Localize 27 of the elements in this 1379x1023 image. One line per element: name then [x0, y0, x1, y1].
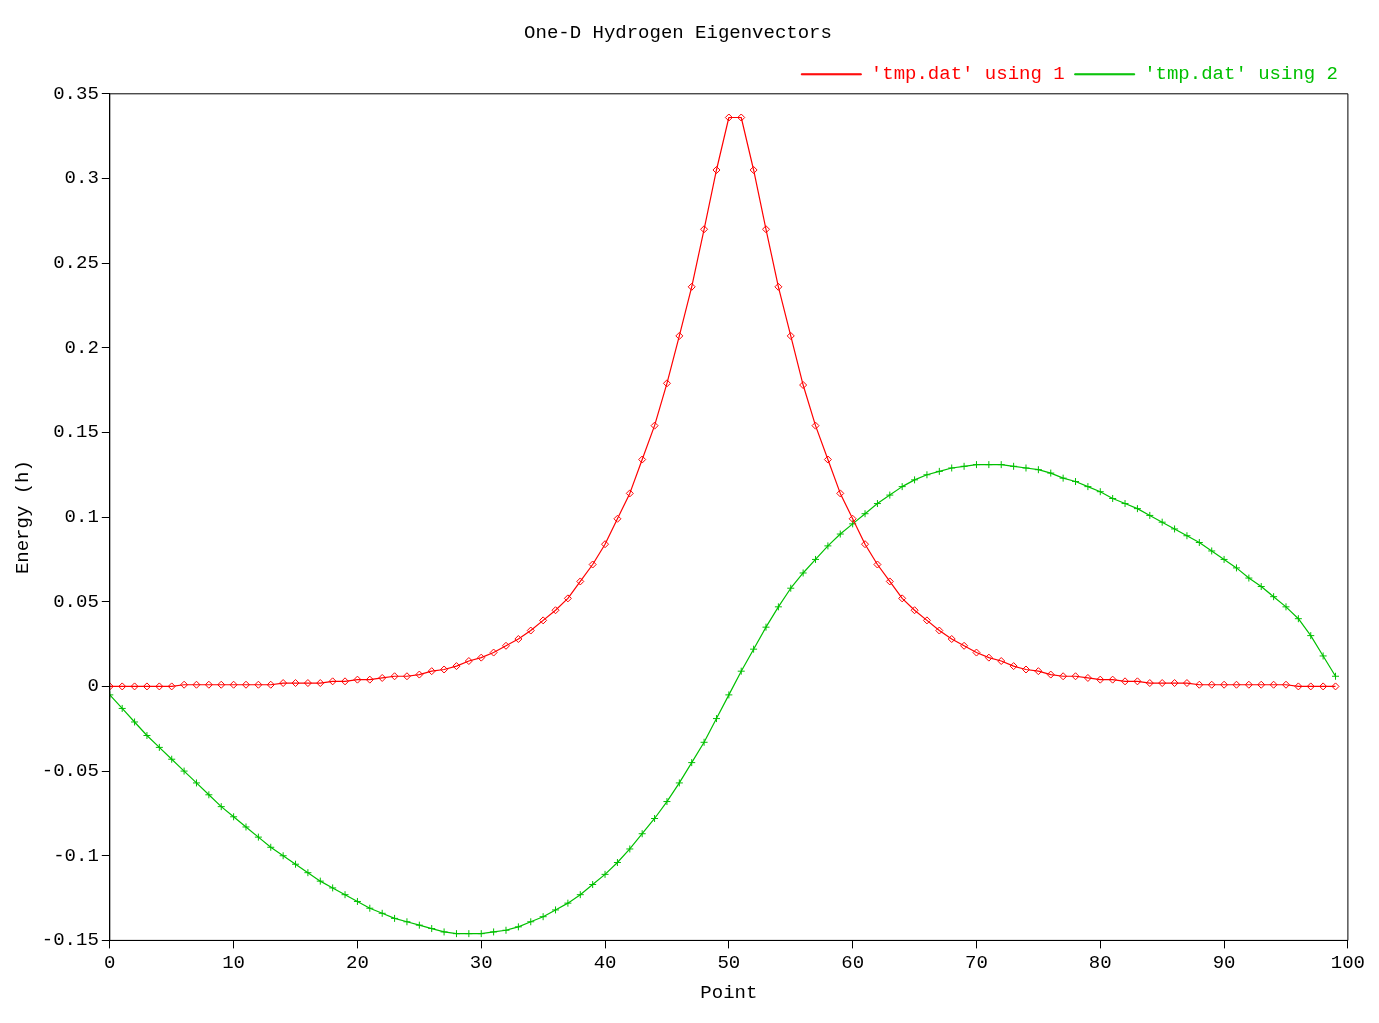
- x-tick-label: 10: [222, 951, 246, 974]
- x-tick-label: 100: [1330, 951, 1366, 974]
- x-tick-label: 0: [104, 951, 116, 974]
- x-tick-label: 80: [1088, 951, 1112, 974]
- legend-label: 'tmp.dat' using 2: [1144, 63, 1339, 86]
- y-tick-label: 0: [87, 675, 99, 698]
- y-tick-label: 0.25: [53, 252, 99, 275]
- x-tick-label: 30: [469, 951, 493, 974]
- y-tick-label: 0.35: [53, 82, 99, 105]
- y-tick-label: 0.15: [53, 421, 99, 444]
- y-tick-label: -0.1: [53, 844, 99, 867]
- y-tick-label: -0.15: [41, 929, 99, 952]
- x-tick-label: 50: [717, 951, 741, 974]
- x-tick-label: 90: [1212, 951, 1236, 974]
- x-tick-label: 20: [346, 951, 369, 974]
- legend-label: 'tmp.dat' using 1: [870, 63, 1065, 86]
- y-tick-label: 0.2: [64, 336, 99, 359]
- chart-title: One-D Hydrogen Eigenvectors: [524, 22, 832, 45]
- x-tick-label: 60: [841, 951, 865, 974]
- x-tick-label: 70: [965, 951, 988, 974]
- y-tick-label: 0.3: [64, 167, 99, 190]
- y-tick-label: 0.05: [53, 590, 99, 613]
- y-axis-title: Energy (h): [12, 460, 35, 575]
- x-tick-label: 40: [593, 951, 617, 974]
- y-tick-label: -0.05: [41, 760, 99, 783]
- x-axis-title: Point: [700, 981, 758, 1004]
- y-tick-label: 0.1: [64, 506, 99, 529]
